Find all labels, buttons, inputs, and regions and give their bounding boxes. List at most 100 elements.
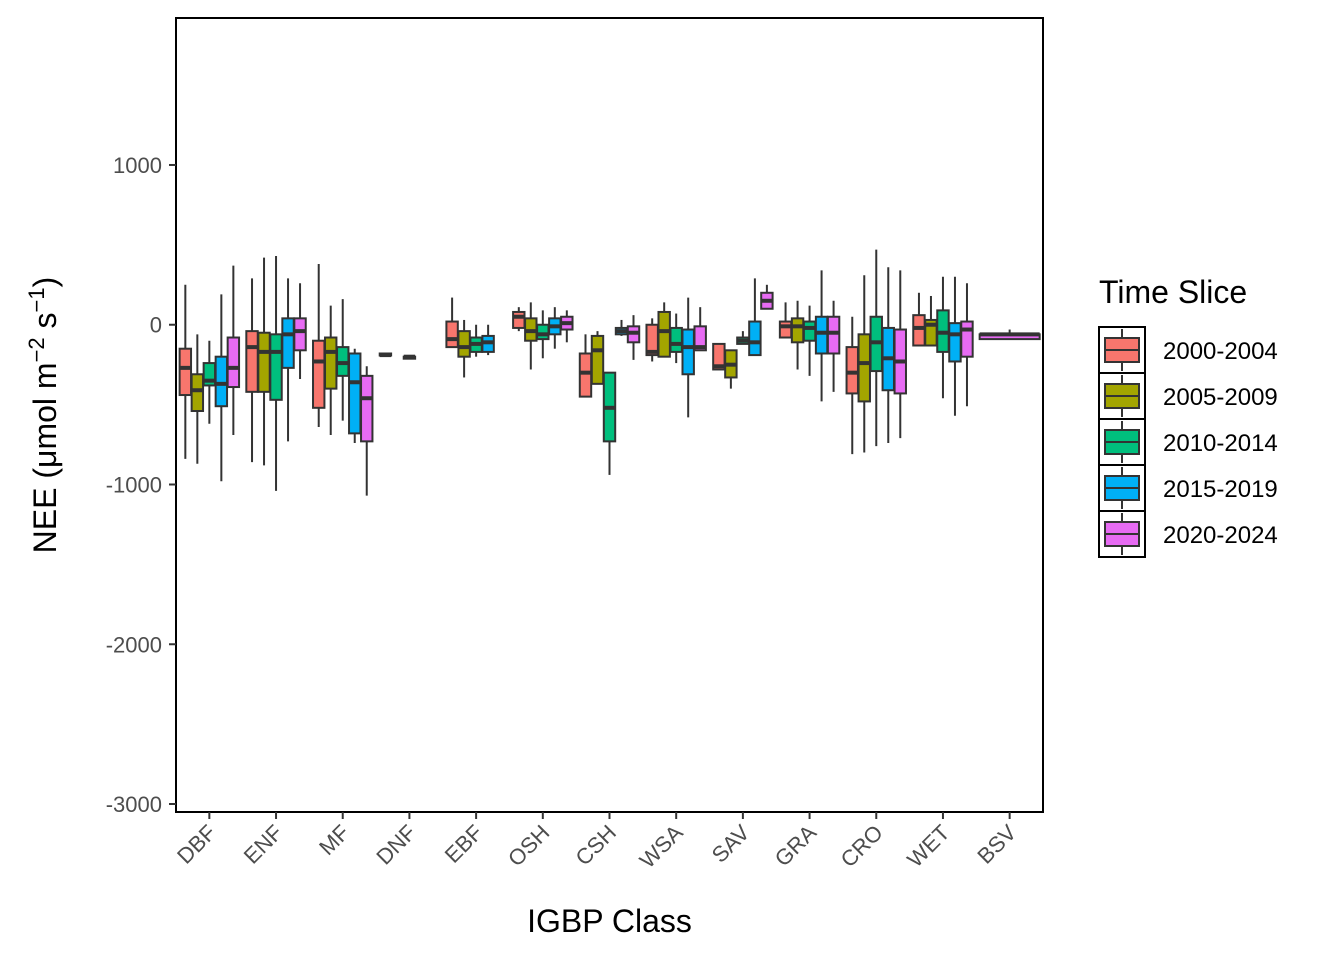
box-bsv-single [978, 329, 1041, 341]
box [281, 317, 295, 369]
box-mf-2000-2004 [312, 264, 326, 427]
box [802, 320, 817, 342]
box-gra-2020-2024 [826, 300, 841, 392]
box [178, 347, 193, 397]
x-tick-label: BSV [972, 820, 1021, 869]
legend-label: 2005-2009 [1163, 384, 1278, 411]
legend-label: 2015-2019 [1163, 476, 1278, 503]
box-gra-2010-2014 [802, 305, 817, 376]
box-csh-2005-2009 [590, 331, 605, 385]
y-axis-title: NEE (μmol m−2 s−1) [24, 277, 63, 554]
box-sav-2010-2014 [736, 331, 750, 345]
y-tick-label: 0 [150, 313, 162, 338]
box-cro-2005-2009 [857, 275, 871, 453]
legend-label: 2000-2004 [1163, 338, 1278, 365]
box [669, 326, 683, 353]
box-dnf-2010-2014 [402, 354, 417, 360]
box-mf-2020-2024 [360, 366, 374, 496]
box-sav-2020-2024 [760, 284, 774, 310]
legend: Time Slice 2000-2004 2005-2009 2010-2014 201… [1098, 274, 1278, 558]
box [457, 330, 471, 358]
box-wsa-2000-2004 [645, 318, 659, 362]
y-axis-title-base: NEE ( [27, 468, 63, 554]
box [814, 315, 829, 355]
legend-title: Time Slice [1099, 274, 1247, 310]
box-enf-2000-2004 [245, 278, 259, 463]
box-wsa-2015-2019 [681, 297, 695, 418]
box [226, 336, 241, 389]
plot-area [178, 249, 1041, 496]
box-wet-2010-2014 [936, 276, 950, 399]
x-tick-label: WSA [635, 820, 688, 873]
x-tick-label: MF [314, 820, 354, 860]
box-wet-2005-2009 [924, 295, 938, 347]
y-tick-label: -3000 [106, 792, 162, 817]
box-csh-2010-2014 [602, 371, 617, 475]
box-wet-2015-2019 [948, 276, 962, 416]
box [536, 323, 550, 341]
y-axis-title-end: ) [27, 277, 63, 288]
y-tick-label: -1000 [106, 472, 162, 497]
box [214, 355, 229, 408]
box [257, 331, 271, 393]
x-axis-title: IGBP Class [527, 903, 692, 939]
box-csh-2020-2024 [626, 315, 641, 360]
legend-label: 2020-2024 [1163, 522, 1278, 549]
box-wet-2020-2024 [960, 283, 974, 407]
box-ebf-2010-2014 [469, 324, 483, 357]
x-tick-label: SAV [707, 820, 755, 868]
box [960, 320, 974, 358]
box-csh-2000-2004 [578, 334, 593, 398]
box [324, 336, 338, 390]
box-dbf-2020-2024 [226, 265, 241, 435]
box [657, 310, 671, 358]
box [826, 315, 841, 355]
box [590, 334, 605, 385]
box [512, 310, 526, 329]
box-wsa-2010-2014 [669, 313, 683, 364]
box [312, 339, 326, 409]
legend-key [1098, 326, 1146, 374]
axes: 1000 0 -1000 -2000 -3000 DBF ENF MF DNF EBF OSH CSH… [24, 17, 1044, 939]
box [845, 346, 859, 395]
box-dnf-2000-2004 [378, 352, 393, 358]
box-mf-2015-2019 [348, 348, 362, 443]
box [790, 317, 805, 344]
box [857, 333, 871, 403]
box [190, 373, 205, 413]
x-tick-label: OSH [503, 820, 554, 871]
box-wsa-2020-2024 [693, 307, 707, 352]
box-cro-2020-2024 [893, 270, 907, 439]
box [693, 325, 707, 352]
box-enf-2015-2019 [281, 278, 295, 442]
x-tick-label: EBF [440, 820, 488, 868]
box-ebf-2000-2004 [445, 297, 459, 349]
box-dbf-2005-2009 [190, 334, 205, 464]
box-enf-2005-2009 [257, 257, 271, 466]
x-tick-label: ENF [239, 820, 288, 869]
box [360, 374, 374, 443]
box-wsa-2005-2009 [657, 302, 671, 358]
box [293, 317, 307, 352]
box-sav-2015-2019 [748, 278, 762, 357]
box-mf-2010-2014 [336, 299, 350, 421]
box [748, 320, 762, 357]
x-tick-label: DNF [371, 820, 421, 870]
box [681, 328, 695, 376]
legend-key [1098, 510, 1146, 558]
x-tick-label: CSH [571, 820, 622, 871]
box-enf-2010-2014 [269, 256, 283, 491]
box-ebf-2005-2009 [457, 319, 471, 378]
box-mf-2005-2009 [324, 305, 338, 435]
x-tick-label: CRO [836, 820, 888, 872]
box [778, 320, 793, 339]
box [348, 352, 362, 435]
box-wet-2000-2004 [912, 292, 926, 347]
box-gra-2015-2019 [814, 270, 829, 402]
box-osh-2020-2024 [560, 310, 574, 343]
x-tick-label: GRA [770, 820, 822, 872]
box-cro-2010-2014 [869, 249, 883, 447]
box-osh-2000-2004 [512, 307, 526, 332]
legend-label: 2010-2014 [1163, 430, 1278, 457]
